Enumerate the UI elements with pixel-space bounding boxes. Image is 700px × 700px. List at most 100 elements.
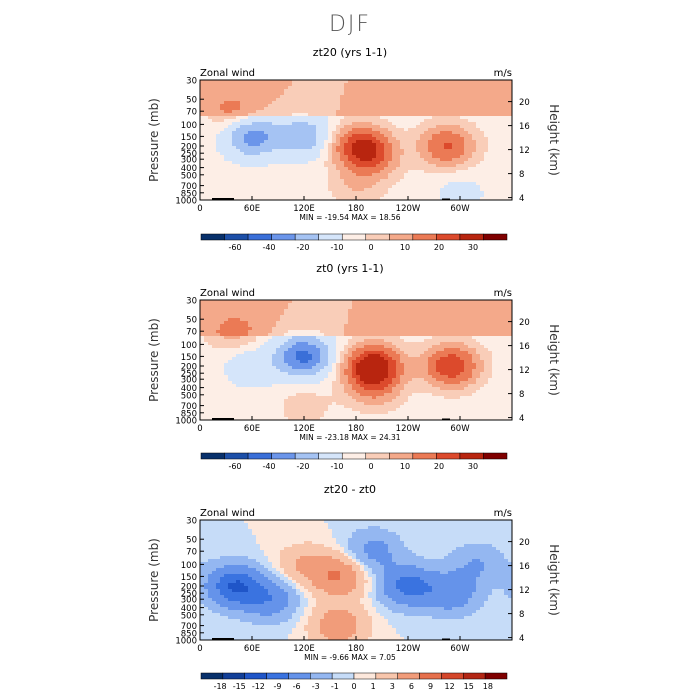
contour-cell: [416, 306, 421, 310]
contour-cell: [436, 333, 441, 337]
contour-cell: [496, 98, 501, 102]
contour-cell: [476, 107, 481, 111]
contour-cell: [368, 179, 373, 183]
contour-cell: [460, 116, 465, 120]
contour-cell: [352, 140, 357, 144]
contour-cell: [460, 149, 465, 153]
contour-cell: [344, 179, 349, 183]
contour-cell: [476, 143, 481, 147]
contour-cell: [472, 86, 477, 90]
contour-cell: [272, 140, 277, 144]
contour-cell: [488, 140, 493, 144]
contour-cell: [424, 89, 429, 93]
contour-cell: [264, 366, 269, 370]
contour-cell: [484, 321, 489, 325]
contour-cell: [480, 89, 485, 93]
contour-cell: [244, 366, 249, 370]
contour-cell: [504, 155, 509, 159]
contour-cell: [360, 131, 365, 135]
contour-cell: [204, 80, 209, 84]
contour-cell: [232, 104, 237, 108]
contour-cell: [260, 152, 265, 156]
contour-cell: [336, 167, 341, 171]
contour-cell: [384, 155, 389, 159]
contour-cell: [424, 357, 429, 361]
contour-cell: [500, 107, 505, 111]
contour-cell: [252, 101, 257, 105]
contour-cell: [508, 333, 513, 337]
contour-cell: [440, 125, 445, 129]
contour-cell: [492, 80, 497, 84]
contour-cell: [308, 161, 313, 165]
contour-cell: [300, 330, 305, 334]
contour-cell: [464, 134, 469, 138]
contour-cell: [352, 345, 357, 349]
contour-cell: [392, 330, 397, 334]
contour-cell: [396, 173, 401, 177]
contour-cell: [436, 152, 441, 156]
contour-cell: [368, 348, 373, 352]
contour-cell: [360, 146, 365, 150]
contour-cell: [428, 188, 433, 192]
contour-cell: [216, 158, 221, 162]
contour-cell: [236, 336, 241, 340]
contour-cell: [440, 116, 445, 120]
contour-cell: [424, 330, 429, 334]
contour-cell: [420, 158, 425, 162]
height-tick-label: 8: [519, 170, 524, 180]
contour-cell: [400, 191, 405, 195]
contour-cell: [256, 155, 261, 159]
contour-cell: [508, 318, 513, 322]
contour-cell: [264, 342, 269, 346]
contour-cell: [468, 357, 473, 361]
contour-cell: [500, 318, 505, 322]
contour-cell: [412, 152, 417, 156]
contour-cell: [264, 80, 269, 84]
contour-cell: [280, 300, 285, 304]
contour-cell: [428, 342, 433, 346]
contour-cell: [404, 303, 409, 307]
contour-cell: [504, 92, 509, 96]
contour-cell: [280, 197, 285, 201]
contour-cell: [200, 306, 205, 310]
contour-cell: [420, 173, 425, 177]
contour-cell: [372, 342, 377, 346]
contour-cell: [448, 80, 453, 84]
contour-cell: [216, 80, 221, 84]
contour-cell: [316, 176, 321, 180]
contour-cell: [404, 339, 409, 343]
contour-cell: [428, 122, 433, 126]
contour-cell: [424, 122, 429, 126]
contour-cell: [212, 188, 217, 192]
contour-cell: [428, 113, 433, 117]
contour-cell: [408, 182, 413, 186]
contour-cell: [400, 345, 405, 349]
contour-cell: [436, 137, 441, 141]
contour-cell: [436, 122, 441, 126]
contour-cell: [352, 179, 357, 183]
contour-cell: [324, 167, 329, 171]
contour-cell: [304, 80, 309, 84]
contour-cell: [428, 152, 433, 156]
contour-cell: [444, 330, 449, 334]
contour-cell: [484, 300, 489, 304]
contour-cell: [332, 324, 337, 328]
contour-cell: [488, 161, 493, 165]
contour-cell: [336, 125, 341, 129]
contour-cell: [232, 98, 237, 102]
contour-cell: [428, 357, 433, 361]
contour-cell: [356, 351, 361, 355]
contour-cell: [408, 330, 413, 334]
contour-cell: [468, 86, 473, 90]
contour-cell: [328, 191, 333, 195]
contour-cell: [292, 110, 297, 114]
contour-cell: [472, 176, 477, 180]
contour-cell: [236, 300, 241, 304]
contour-cell: [360, 104, 365, 108]
contour-cell: [204, 366, 209, 370]
y-tick-label: 200: [181, 143, 197, 153]
contour-cell: [296, 92, 301, 96]
contour-cell: [212, 164, 217, 168]
contour-cell: [328, 327, 333, 331]
